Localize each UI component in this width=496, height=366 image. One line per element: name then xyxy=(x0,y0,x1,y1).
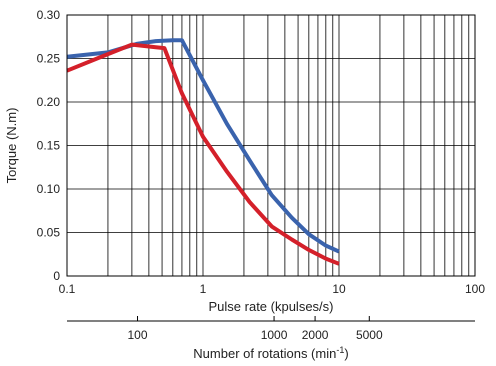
x-tick-label: 1 xyxy=(200,282,207,296)
secondary-axis-title-suffix: ) xyxy=(344,346,348,361)
series-line-1 xyxy=(66,38,340,254)
y-tick-label: 0.20 xyxy=(37,95,61,109)
secondary-tick-label: 1000 xyxy=(261,328,288,342)
plot-frame xyxy=(66,14,476,277)
secondary-tick-label: 2000 xyxy=(302,328,329,342)
x-tick-label: 10 xyxy=(332,282,346,296)
x-axis-ticks: 0.1 1 10 100 xyxy=(59,282,486,296)
y-tick-label: 0.15 xyxy=(37,139,61,153)
y-axis-title: Torque (N.m) xyxy=(4,108,19,184)
x-axis-title: Pulse rate (kpulses/s) xyxy=(209,299,334,314)
y-tick-label: 0.25 xyxy=(37,52,61,66)
secondary-axis-title-superscript: -1 xyxy=(336,345,344,355)
y-tick-label: 0.10 xyxy=(37,182,61,196)
secondary-tick-label: 100 xyxy=(128,328,148,342)
y-tick-label: 0.05 xyxy=(37,226,61,240)
y-tick-label: 0 xyxy=(53,269,60,283)
grid xyxy=(66,14,476,277)
y-tick-label: 0.30 xyxy=(37,8,61,22)
secondary-axis-title: Number of rotations (min-1) xyxy=(193,345,348,361)
series-line-2 xyxy=(66,42,340,266)
secondary-axis-ticks: 100 1000 2000 5000 xyxy=(128,316,383,342)
y-axis-ticks: 0 0.05 0.10 0.15 0.20 0.25 0.30 xyxy=(37,8,61,283)
series-layer xyxy=(66,38,340,266)
secondary-tick-label: 5000 xyxy=(356,328,383,342)
x-tick-label: 0.1 xyxy=(59,282,76,296)
x-tick-label: 100 xyxy=(465,282,485,296)
secondary-axis-title-main: Number of rotations (min xyxy=(193,346,336,361)
